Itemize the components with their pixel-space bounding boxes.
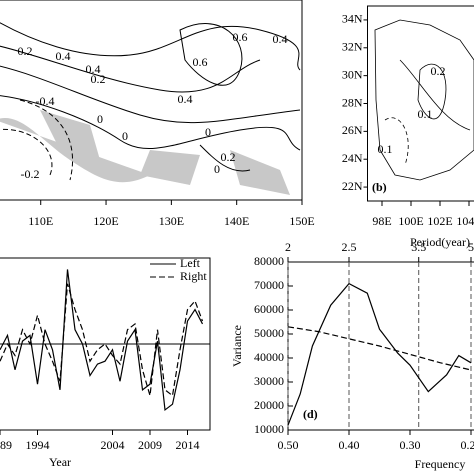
contour-label: 0.1	[418, 107, 433, 121]
y-tick-label: 32N	[342, 40, 363, 54]
y-tick-label: 30N	[342, 67, 363, 81]
y-tick-label: 60000	[254, 302, 284, 316]
y-tick-label: 22N	[342, 179, 363, 193]
contour-label: 0.2	[221, 150, 236, 164]
contour-label: -0.2	[21, 167, 40, 181]
contour-label: 0.4	[273, 32, 288, 46]
map-panel-layout	[374, 19, 474, 181]
y-tick-label: 70000	[254, 278, 284, 292]
y-axis-label: Variance	[230, 325, 244, 367]
contour-label: 0	[214, 162, 220, 176]
label-bg	[370, 178, 394, 196]
x-tick-label: 102E	[427, 214, 452, 228]
x-tick-label: 2014	[176, 438, 200, 452]
shade	[140, 150, 200, 185]
y-tick-label: 34N	[342, 12, 363, 26]
y-tick-label: 40000	[254, 350, 284, 364]
y-tick-label: 80000	[254, 254, 284, 268]
shade	[230, 150, 290, 195]
axes-frame	[0, 0, 303, 201]
contour-label: 0	[97, 112, 103, 126]
x2-tick-label: 5	[468, 240, 474, 254]
y-tick-label: 50000	[254, 326, 284, 340]
x-tick-label: 2009	[138, 438, 162, 452]
contour-label: 0.1	[378, 142, 393, 156]
x-tick-label: 0.30	[400, 438, 421, 452]
x-tick-label: 104E	[456, 214, 474, 228]
x-tick-label: 1989	[0, 438, 12, 452]
series-line	[0, 269, 204, 412]
x-tick-label: 2004	[101, 438, 125, 452]
contour	[19, 99, 74, 181]
contour-label: 0.2	[18, 44, 33, 58]
x-tick-label: 1994	[26, 438, 50, 452]
x-tick-label: 0.40	[339, 438, 360, 452]
x-tick-label: 0.20	[461, 438, 474, 452]
contour-label: -0.4	[36, 94, 55, 108]
axes-frame	[367, 5, 474, 202]
y-tick-label: 30000	[254, 374, 284, 388]
contour-panel-layout	[0, 22, 301, 195]
contour	[0, 45, 261, 93]
x-tick-label: 0.50	[278, 438, 299, 452]
contour-label: 0.6	[233, 30, 248, 44]
x2-tick-label: 2.5	[342, 240, 357, 254]
contour	[399, 59, 471, 131]
x-tick-label: 130E	[159, 214, 184, 228]
series-line	[0, 283, 204, 397]
y-tick-label: 28N	[342, 95, 363, 109]
x-tick-label: 140E	[224, 214, 249, 228]
contour	[0, 128, 53, 176]
panel-label: (d)	[303, 407, 318, 421]
label-bg	[300, 405, 326, 425]
panel-label: (b)	[372, 180, 387, 194]
contour-label: 0.4	[56, 49, 71, 63]
contour	[0, 22, 301, 71]
contour	[0, 65, 301, 124]
x-tick-label: 98E	[372, 214, 391, 228]
x-tick-label: 120E	[93, 214, 118, 228]
x-tick-label: 100E	[398, 214, 423, 228]
contour-label: 0.6	[193, 55, 208, 69]
x2-axis-label: Period(year)	[410, 235, 470, 249]
y-tick-label: 26N	[342, 123, 363, 137]
x-tick-label: 150E	[289, 214, 314, 228]
y-tick-label: 20000	[254, 398, 284, 412]
contour	[179, 23, 243, 86]
contour	[384, 117, 409, 166]
contour-label: 0.4	[178, 92, 193, 106]
x-tick-label: 110E	[28, 214, 53, 228]
series-line	[287, 326, 472, 371]
contour-label: 0	[205, 125, 211, 139]
contour	[417, 63, 447, 120]
x-axis-label: Year	[49, 455, 71, 469]
contour-label: 0	[122, 129, 128, 143]
region-outline	[374, 19, 474, 181]
shade	[40, 110, 100, 160]
x2-tick-label: 3.5	[411, 240, 426, 254]
x2-tick-label: 2	[285, 240, 291, 254]
contour	[199, 144, 251, 172]
legend-label: Left	[180, 256, 201, 270]
series-line	[287, 282, 472, 426]
contour-label: 0.2	[431, 64, 446, 78]
x-axis-label: Frequency	[415, 457, 466, 471]
y-tick-label: 10000	[254, 422, 284, 436]
contour	[0, 95, 301, 151]
contour-label: 0.4	[86, 62, 101, 76]
contour-label: 0.2	[91, 72, 106, 86]
legend-label: Right	[180, 269, 207, 283]
y-tick-label: 24N	[342, 151, 363, 165]
